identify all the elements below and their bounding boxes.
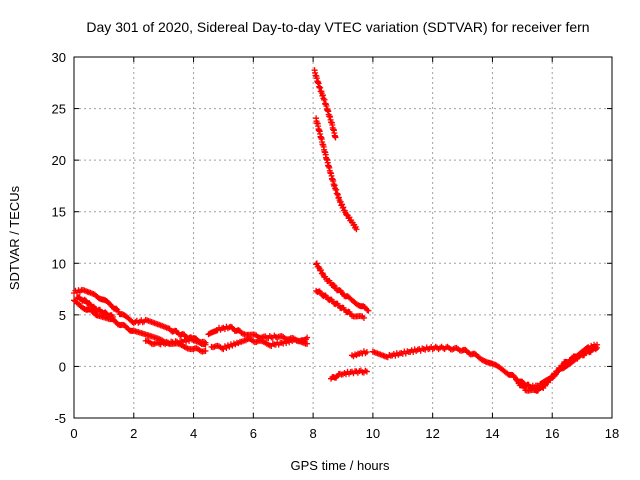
y-tick-label: 5: [59, 308, 66, 323]
y-tick-label: 10: [52, 256, 66, 271]
y-tick-label: 0: [59, 359, 66, 374]
series-track-6: [208, 335, 311, 353]
series-track-11: [328, 367, 370, 382]
x-tick-label: 12: [425, 426, 439, 441]
series-track-9: [313, 260, 372, 314]
series-track-3: [74, 294, 116, 320]
x-tick-label: 6: [250, 426, 257, 441]
axis-ticks: 0 2 4 6 8 10 12 14 16 18 -5 0 5 10 15 20 25 30: [52, 50, 620, 441]
plus-markers: [142, 335, 209, 348]
x-tick-label: 14: [485, 426, 499, 441]
plus-markers: [313, 287, 367, 321]
y-tick-label: 20: [52, 153, 66, 168]
series-track-10: [313, 287, 367, 321]
y-tick-label: -5: [54, 411, 66, 426]
plot-frame: [73, 56, 613, 419]
series-track-4: [142, 335, 209, 348]
y-axis-label: SDTVAR / TECUs: [7, 185, 22, 290]
y-tick-label: 30: [52, 50, 66, 65]
series-track-14: [513, 341, 601, 394]
plus-markers: [328, 367, 370, 382]
x-tick-label: 10: [366, 426, 380, 441]
series-track-12: [349, 348, 370, 360]
x-tick-label: 2: [130, 426, 137, 441]
plus-markers: [313, 115, 360, 233]
x-tick-label: 8: [309, 426, 316, 441]
y-tick-label: 15: [52, 205, 66, 220]
plus-markers: [74, 294, 116, 320]
plus-markers: [513, 341, 601, 394]
data-marks: [71, 67, 601, 394]
plus-markers: [311, 67, 339, 141]
plus-markers: [349, 348, 370, 360]
grid: [74, 57, 612, 418]
x-axis-label: GPS time / hours: [291, 458, 390, 473]
x-tick-label: 4: [190, 426, 197, 441]
x-tick-label: 16: [545, 426, 559, 441]
series-track-8: [313, 115, 360, 233]
plus-markers: [313, 260, 372, 314]
chart-title: Day 301 of 2020, Sidereal Day-to-day VTE…: [86, 19, 589, 35]
y-tick-label: 25: [52, 102, 66, 117]
plus-markers: [208, 335, 311, 353]
series-track-7: [311, 67, 339, 141]
x-tick-label: 0: [70, 426, 77, 441]
x-tick-label: 18: [605, 426, 619, 441]
